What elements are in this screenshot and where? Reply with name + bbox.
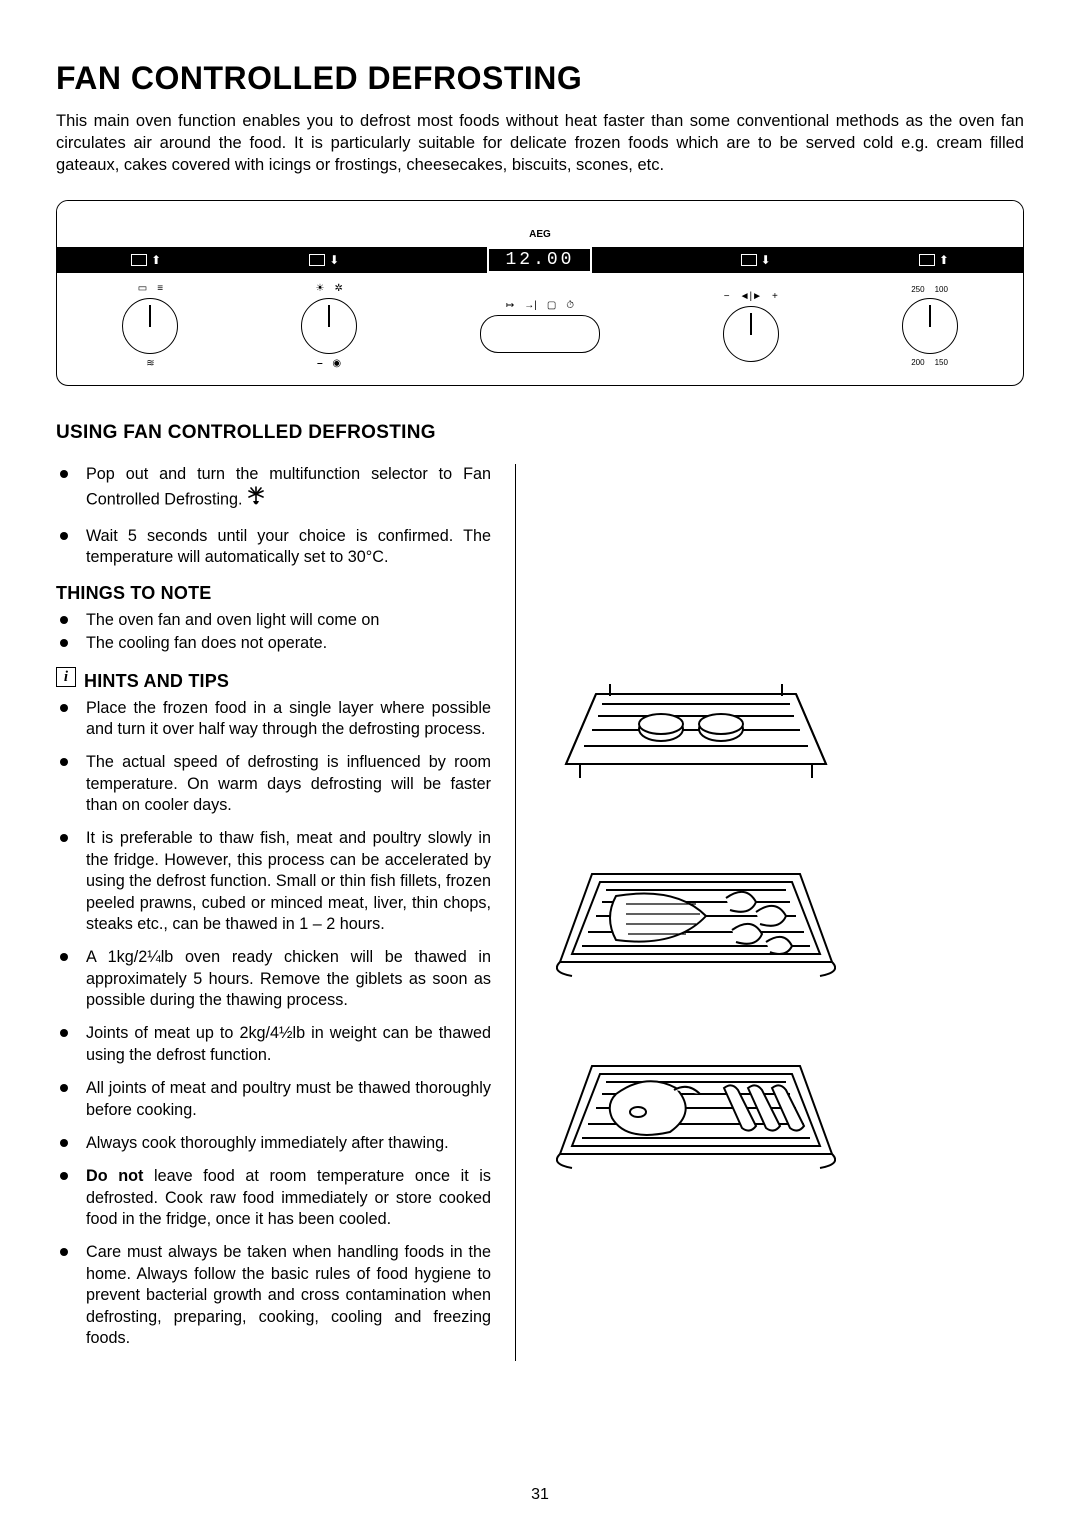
list-item: Wait 5 seconds until your choice is conf… (56, 526, 491, 569)
list-item: The cooling fan does not operate. (56, 633, 491, 654)
list-item: All joints of meat and poultry must be t… (56, 1078, 491, 1121)
tray-illustration-chops-sausages (556, 1048, 836, 1198)
list-item: Care must always be taken when handling … (56, 1242, 491, 1349)
list-item: Do not leave food at room temperature on… (56, 1166, 491, 1230)
list-item: Joints of meat up to 2kg/4½lb in weight … (56, 1023, 491, 1066)
list-item: Pop out and turn the multifunction selec… (56, 464, 491, 514)
hints-heading: HINTS AND TIPS (84, 671, 229, 692)
intro-paragraph: This main oven function enables you to d… (56, 111, 1024, 176)
oven-control-panel-figure: AEG ⬆ ⬇ 12.00 ⬇ ⬆ ▭≡ ≋ ☀✲ ⎯◉ ↦→|▢⏱ −◄|►+… (56, 200, 1024, 386)
dial-3: −◄|►+ (723, 291, 779, 362)
list-item: Place the frozen food in a single layer … (56, 698, 491, 741)
using-heading: USING FAN CONTROLLED DEFROSTING (56, 422, 1024, 444)
list-item: It is preferable to thaw fish, meat and … (56, 828, 491, 935)
tray-illustration-fish-prawns (556, 856, 836, 1006)
dial-1: ▭≡ ≋ (122, 283, 178, 369)
list-item: A 1kg/2¼lb oven ready chicken will be th… (56, 947, 491, 1011)
using-list: Pop out and turn the multifunction selec… (56, 464, 491, 569)
panel-black-bar: ⬆ ⬇ 12.00 ⬇ ⬆ (57, 247, 1023, 273)
dial-4-temperature: 250100 200150 (902, 285, 958, 367)
info-icon: i (56, 667, 76, 687)
clock-controls: ↦→|▢⏱ (480, 300, 600, 353)
dial-2: ☀✲ ⎯◉ (301, 283, 357, 369)
left-column: Pop out and turn the multifunction selec… (56, 464, 516, 1361)
list-item: The oven fan and oven light will come on (56, 610, 491, 631)
things-heading: THINGS TO NOTE (56, 583, 491, 604)
right-column (516, 464, 1024, 1361)
defrost-icon (247, 486, 265, 514)
brand-logo: AEG (57, 227, 1023, 247)
hints-list: Place the frozen food in a single layer … (56, 698, 491, 1350)
clock-display: 12.00 (487, 247, 592, 273)
list-item: The actual speed of defrosting is influe… (56, 752, 491, 816)
things-list: The oven fan and oven light will come on… (56, 610, 491, 655)
tray-illustration-macarons (556, 674, 836, 814)
page-title: FAN CONTROLLED DEFROSTING (56, 60, 1024, 97)
list-item: Always cook thoroughly immediately after… (56, 1133, 491, 1154)
page-number: 31 (531, 1486, 549, 1504)
